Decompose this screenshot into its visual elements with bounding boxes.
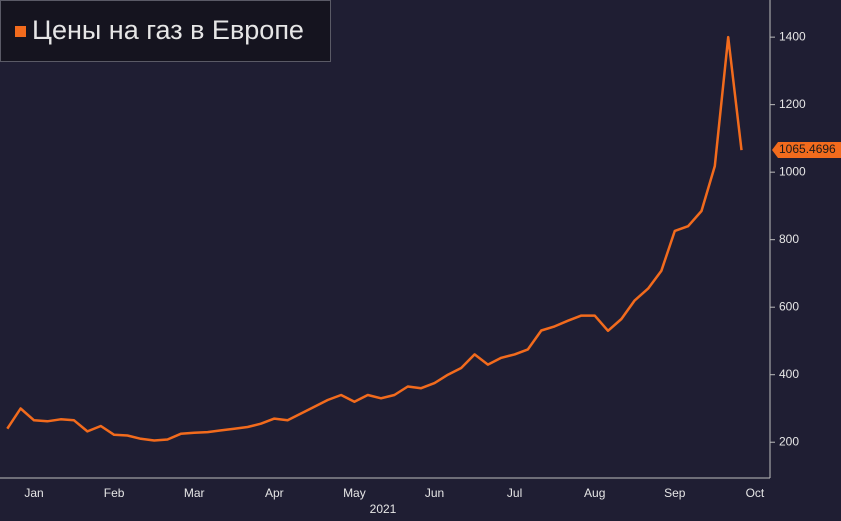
legend-swatch bbox=[15, 26, 26, 37]
y-tick-label: 1400 bbox=[779, 29, 806, 43]
x-tick-label: Jun bbox=[425, 486, 444, 500]
x-tick-label: Oct bbox=[746, 486, 765, 500]
title-box bbox=[0, 0, 331, 62]
x-axis-label: 2021 bbox=[370, 502, 397, 516]
x-tick-label: Jul bbox=[507, 486, 522, 500]
x-tick-label: Apr bbox=[265, 486, 284, 500]
y-tick-label: 1200 bbox=[779, 97, 806, 111]
x-tick-label: Mar bbox=[184, 486, 205, 500]
x-tick-label: Jan bbox=[24, 486, 43, 500]
y-tick-label: 800 bbox=[779, 232, 799, 246]
y-tick-label: 400 bbox=[779, 367, 799, 381]
chart-title: Цены на газ в Европе bbox=[32, 15, 304, 45]
x-tick-label: Feb bbox=[104, 486, 125, 500]
y-tick-label: 600 bbox=[779, 299, 799, 313]
last-value-label: 1065.4696 bbox=[779, 142, 836, 156]
last-value-tag bbox=[772, 142, 841, 159]
y-tick-label: 1000 bbox=[779, 164, 806, 178]
x-tick-label: May bbox=[343, 486, 366, 500]
series-line bbox=[6, 35, 743, 442]
y-tick-label: 200 bbox=[779, 434, 799, 448]
x-tick-label: Sep bbox=[664, 486, 686, 500]
x-tick-label: Aug bbox=[584, 486, 605, 500]
